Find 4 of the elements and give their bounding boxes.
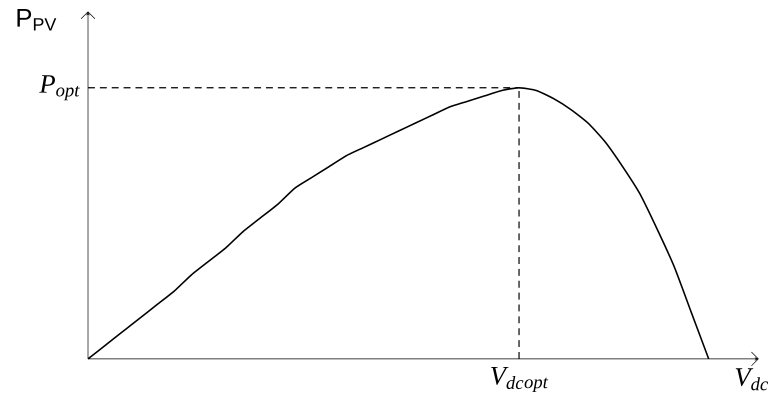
ref-line-label: P$_{opt}$ [39, 75, 80, 100]
text: V$_{dcopt}$ [491, 366, 548, 392]
x-axis-title: V$_{dc}$ [736, 368, 768, 390]
y-axis-title: P$_{PV}$ [17, 8, 56, 30]
